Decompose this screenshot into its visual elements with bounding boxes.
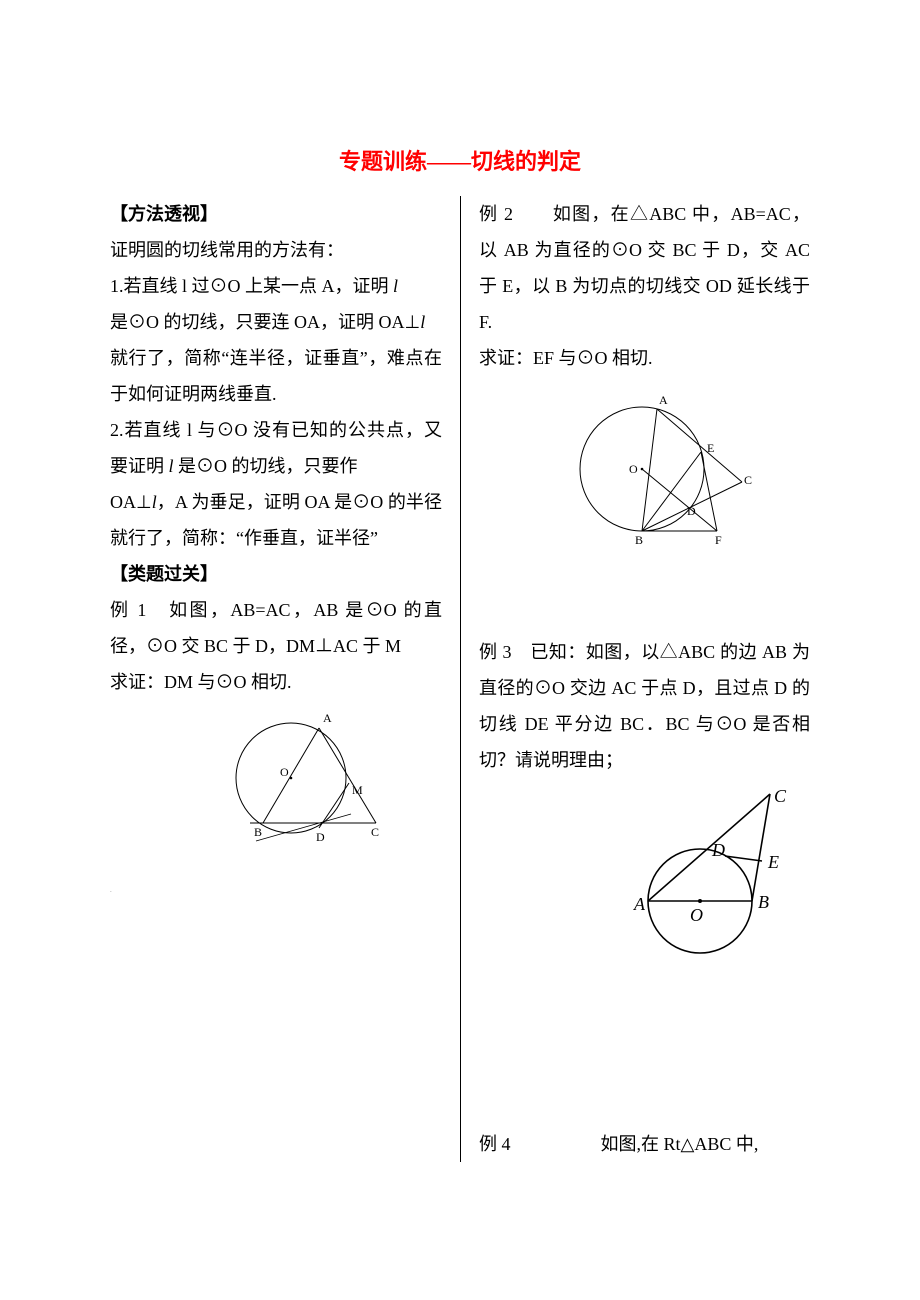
svg-text:A: A — [633, 894, 646, 914]
svg-text:A: A — [323, 711, 332, 725]
figure-1-svg: A O M B D C — [211, 708, 401, 848]
svg-text:B: B — [635, 533, 643, 547]
page: 专题训练——切线的判定 【方法透视】 证明圆的切线常用的方法有： 1.若直线 l… — [0, 0, 920, 1202]
italic-l-1: l — [393, 276, 398, 296]
svg-text:D: D — [316, 830, 325, 844]
method-2-line2b: ，A 为垂足，证明 OA 是⊙O 的半径就行了，简称：“作垂直，证半径” — [110, 492, 442, 548]
example-1-prove: 求证：DM 与⊙O 相切. — [110, 664, 442, 700]
example-2-prove: 求证：EF 与⊙O 相切. — [479, 340, 810, 376]
svg-text:B: B — [254, 825, 262, 839]
svg-text:O: O — [629, 462, 638, 476]
method-2-line2: OA⊥l，A 为垂足，证明 OA 是⊙O 的半径就行了，简称：“作垂直，证半径” — [110, 484, 442, 556]
figure-3: C D E A O B — [479, 786, 810, 978]
svg-text:C: C — [744, 473, 752, 487]
svg-text:C: C — [774, 786, 787, 806]
method-1-line2: 是⊙O 的切线，只要连 OA，证明 OA⊥l — [110, 304, 442, 340]
svg-text:D: D — [711, 840, 725, 860]
italic-l-2: l — [420, 312, 425, 332]
example-4-text: 例 4 如图,在 Rt△ABC 中, — [479, 1126, 810, 1162]
figure-2-svg: A E C O D B F — [557, 384, 762, 554]
methods-intro: 证明圆的切线常用的方法有： — [110, 232, 442, 268]
gap-1 — [479, 574, 810, 634]
example-1-text: 例 1 如图，AB=AC，AB 是⊙O 的直径，⊙O 交 BC 于 D，DM⊥A… — [110, 592, 442, 664]
svg-text:F: F — [715, 533, 722, 547]
section-heading-examples: 【类题过关】 — [110, 556, 442, 592]
page-title: 专题训练——切线的判定 — [110, 140, 810, 184]
gap-2 — [479, 986, 810, 1126]
svg-text:M: M — [352, 783, 363, 797]
example-2-text: 例 2 如图，在△ABC 中，AB=AC，以 AB 为直径的⊙O 交 BC 于 … — [479, 196, 810, 340]
method-1-line3: 就行了，简称“连半径，证垂直”，难点在于如何证明两线垂直. — [110, 340, 442, 412]
svg-text:E: E — [707, 441, 714, 455]
method-2-line1b: 是⊙O 的切线，只要作 — [174, 456, 358, 476]
section-heading-methods: 【方法透视】 — [110, 196, 442, 232]
figure-1: A O M B D C — [110, 708, 442, 860]
figure-3-svg: C D E A O B — [620, 786, 800, 966]
two-column-layout: 【方法透视】 证明圆的切线常用的方法有： 1.若直线 l 过⊙O 上某一点 A，… — [110, 196, 810, 1162]
method-1-line1: 1.若直线 l 过⊙O 上某一点 A，证明 l — [110, 268, 442, 304]
figure-2: A E C O D B F — [479, 384, 810, 566]
stray-mark: . — [110, 886, 112, 894]
svg-text:E: E — [767, 852, 779, 872]
method-1-line1-text: 1.若直线 l 过⊙O 上某一点 A，证明 — [110, 276, 393, 296]
svg-text:B: B — [758, 892, 769, 912]
method-2-line1: 2.若直线 l 与⊙O 没有已知的公共点，又要证明 l 是⊙O 的切线，只要作 — [110, 412, 442, 484]
left-column: 【方法透视】 证明圆的切线常用的方法有： 1.若直线 l 过⊙O 上某一点 A，… — [110, 196, 460, 1162]
method-1-line2a: 是⊙O 的切线，只要连 OA，证明 OA⊥ — [110, 312, 420, 332]
svg-text:C: C — [371, 825, 379, 839]
right-column: 例 2 如图，在△ABC 中，AB=AC，以 AB 为直径的⊙O 交 BC 于 … — [460, 196, 810, 1162]
svg-text:D: D — [687, 504, 696, 518]
svg-text:O: O — [690, 905, 703, 925]
svg-text:O: O — [280, 765, 289, 779]
method-2-line2a: OA⊥ — [110, 492, 152, 512]
svg-text:A: A — [659, 393, 668, 407]
example-3-text: 例 3 已知：如图，以△ABC 的边 AB 为直径的⊙O 交边 AC 于点 D，… — [479, 634, 810, 778]
